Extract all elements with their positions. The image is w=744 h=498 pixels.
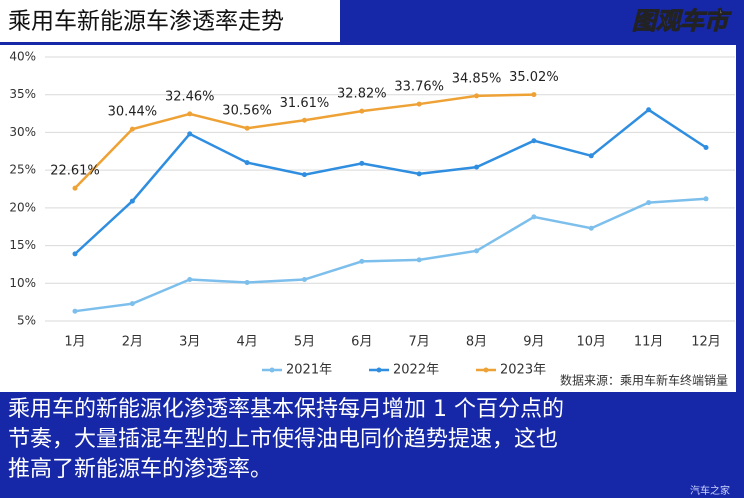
watermark: 汽车之家 [690,484,730,497]
point [244,125,250,131]
point [531,214,537,220]
data-label: 30.44% [108,105,158,120]
point [187,277,193,283]
point [416,171,422,177]
data-label: 32.46% [165,89,215,104]
caption-line: 节奏，大量插混车型的上市使得油电同价趋势提速，这也 [8,427,558,452]
legend-label: 2021年 [286,363,332,378]
point [187,111,193,117]
caption-line: 乘用车的新能源化渗透率基本保持每月增加 1 个百分点的 [8,397,564,422]
point [703,145,709,151]
point [588,225,594,231]
x-tick-label: 6月 [351,335,372,350]
y-tick-label: 25% [9,163,36,177]
point [72,185,78,191]
data-label: 22.61% [50,164,100,179]
data-label: 33.76% [394,80,444,95]
legend-dot [483,367,489,373]
series-line [74,197,707,313]
point [474,164,480,170]
point [129,126,135,132]
y-tick-label: 40% [9,50,36,64]
title-banner [0,0,340,42]
legend-dot [269,367,275,373]
logo: 图观车市 [632,7,732,35]
x-tick-label: 4月 [236,335,257,350]
y-tick-label: 20% [9,200,36,214]
y-tick-label: 30% [9,125,36,139]
point [703,196,709,202]
point [72,251,78,257]
point [646,107,652,113]
x-tick-label: 1月 [64,335,85,350]
point [359,258,365,264]
data-label: 31.61% [280,96,330,111]
x-tick-label: 5月 [294,335,315,350]
point [588,153,594,159]
point [531,92,537,98]
y-tick-label: 5% [17,314,36,328]
x-tick-label: 3月 [179,335,200,350]
source-note: 数据来源：乘用车新车终端销量 [560,373,728,388]
point [129,301,135,307]
x-tick-label: 8月 [466,335,487,350]
point [187,131,193,137]
y-tick-label: 35% [9,87,36,101]
title: 乘用车新能源车渗透率走势 [8,9,284,35]
x-tick-label: 2月 [122,335,143,350]
data-label: 34.85% [452,71,502,86]
data-label: 35.02% [509,70,559,85]
x-tick-label: 11月 [634,335,664,350]
point [416,101,422,107]
point [72,308,78,314]
point [244,160,250,166]
point [301,172,307,178]
data-label: 30.56% [222,104,272,119]
data-label: 32.82% [337,87,387,102]
legend-label: 2023年 [500,363,546,378]
y-tick-label: 10% [9,276,36,290]
point [474,248,480,254]
point [646,200,652,206]
x-tick-label: 10月 [576,335,606,350]
x-tick-label: 7月 [409,335,430,350]
point [301,117,307,123]
point [416,257,422,263]
y-tick-label: 15% [9,238,36,252]
point [129,198,135,204]
series-line [74,108,707,255]
point [531,138,537,144]
point [474,93,480,99]
point [359,108,365,114]
point [244,280,250,286]
x-tick-label: 9月 [523,335,544,350]
point [301,277,307,283]
legend-dot [376,367,382,373]
point [359,160,365,166]
caption-line: 推高了新能源车的渗透率。 [8,457,272,482]
legend-label: 2022年 [393,363,439,378]
x-tick-label: 12月 [691,335,721,350]
